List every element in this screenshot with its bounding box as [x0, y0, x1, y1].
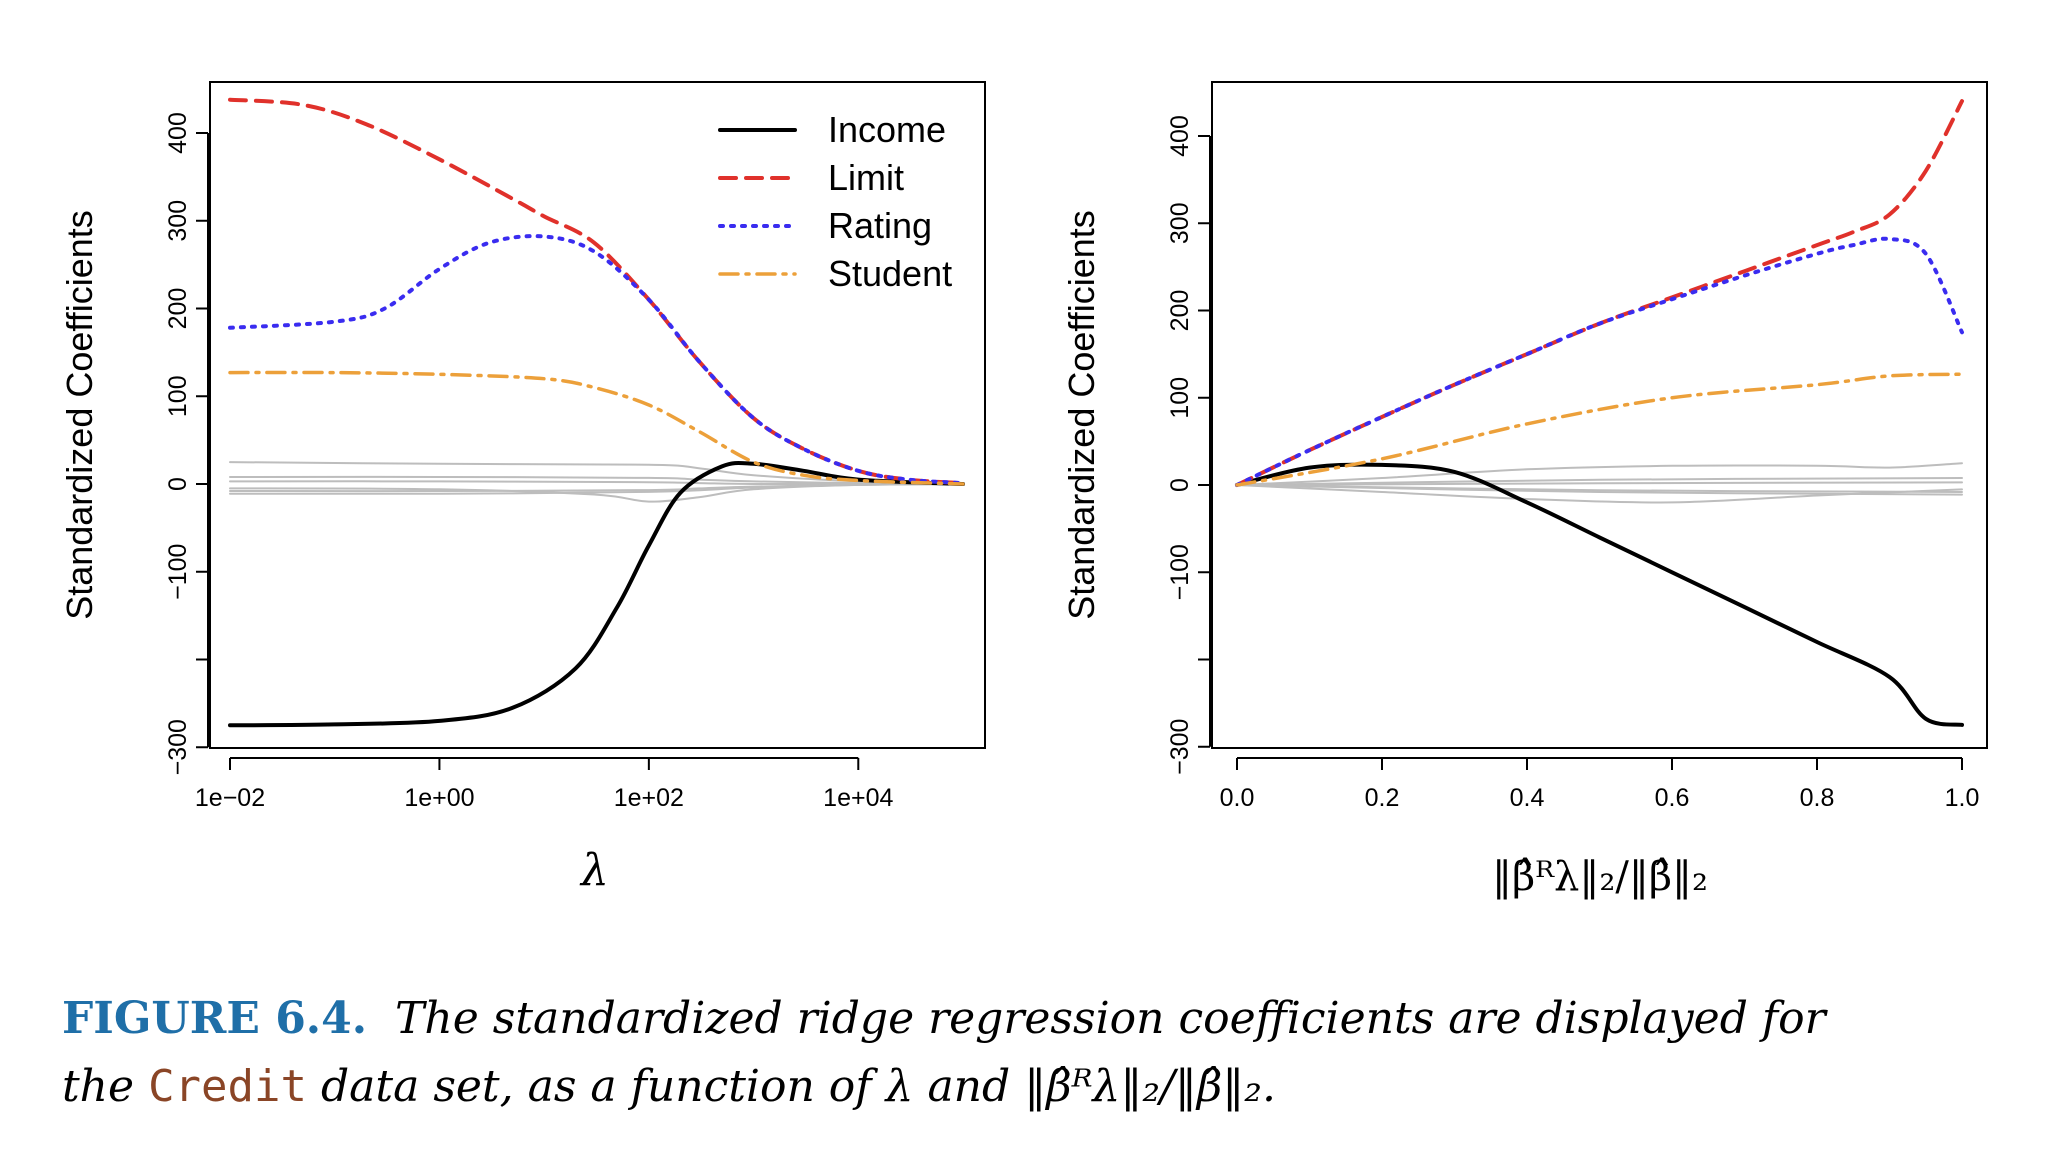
x-tick-label: 0.2: [1365, 784, 1400, 812]
caption-and: and: [927, 1061, 1011, 1112]
plot-frame-right: [1211, 81, 1988, 749]
x-axis-left: 1e−02 1e+00 1e+02 1e+04: [195, 757, 893, 812]
x-tick-label: 0.6: [1655, 784, 1690, 812]
x-axis-right: 0.0 0.2 0.4 0.6 0.8 1.0: [1220, 757, 1980, 812]
series-income-line: [1235, 462, 1964, 727]
legend-label-income: Income: [828, 109, 946, 150]
x-tick-label: 1e−02: [195, 784, 265, 812]
series-income-line: [228, 461, 965, 728]
y-tick-label: 300: [164, 200, 192, 242]
y-axis-label-right: Standardized Coefficients: [1061, 210, 1102, 620]
legend-label-student: Student: [828, 253, 952, 294]
series-other-line: [1236, 484, 1963, 496]
x-tick-label: 1e+00: [404, 784, 474, 812]
x-tick-label: 1e+04: [823, 784, 893, 812]
y-tick-label: −300: [164, 719, 192, 775]
y-axis-label-left: Standardized Coefficients: [59, 210, 100, 620]
series-student-line: [1235, 372, 1964, 487]
x-tick-label: 0.8: [1800, 784, 1835, 812]
plot-frame-left: [209, 81, 986, 749]
x-axis-label-left: λ: [579, 845, 609, 896]
x-tick-label: 0.4: [1510, 784, 1545, 812]
y-tick-label: 200: [1166, 290, 1194, 332]
y-tick-label: 400: [164, 112, 192, 154]
series-group-right: [1235, 99, 1964, 727]
y-tick-label: 200: [164, 288, 192, 330]
caption-lambda: λ: [885, 1061, 914, 1112]
x-tick-label: 1e+02: [614, 784, 684, 812]
legend-label-limit: Limit: [828, 157, 904, 198]
y-tick-label: 400: [1166, 115, 1194, 157]
y-tick-label: −300: [1166, 719, 1194, 775]
series-limit-line: [1235, 99, 1964, 487]
figure-caption: FIGURE 6.4. The standardized ridge regre…: [62, 985, 2042, 1121]
y-tick-label: −100: [1166, 544, 1194, 600]
caption-text-line1: The standardized ridge regression coeffi…: [395, 993, 1826, 1044]
y-tick-label: 100: [164, 375, 192, 417]
series-group-left: [228, 97, 965, 728]
panel-lambda: −300 −100 0 100 200 300 400 1e−02 1e+00 1e+02 1e+…: [59, 81, 986, 896]
caption-text-the: the: [62, 1061, 135, 1112]
y-tick-label: 0: [1166, 478, 1194, 492]
legend-label-rating: Rating: [828, 205, 932, 246]
caption-code-credit: Credit: [148, 1061, 308, 1112]
y-tick-label: 300: [1166, 202, 1194, 244]
y-axis-left: −300 −100 0 100 200 300 400: [164, 112, 209, 775]
y-tick-label: 100: [1166, 377, 1194, 419]
series-other-line: [1236, 462, 1963, 486]
caption-label: FIGURE 6.4.: [62, 993, 368, 1044]
series-limit-line: [228, 97, 965, 486]
x-tick-label: 1.0: [1945, 784, 1980, 812]
panel-norm-ratio: −300 −100 0 100 200 300 400 0.0 0.2 0.4 0.6 0.8 1.0…: [1061, 81, 1988, 900]
y-tick-label: −100: [164, 544, 192, 600]
y-tick-label: 0: [164, 477, 192, 491]
legend: Income Limit Rating Student: [718, 109, 952, 294]
series-other-line: [1236, 481, 1963, 486]
caption-text-line2: data set, as a function of: [321, 1061, 872, 1112]
series-rating-line: [228, 234, 965, 486]
caption-norm-expression: ‖β̂ᴿλ‖₂/‖β̂‖₂: [1024, 1061, 1262, 1112]
series-student-line: [228, 370, 965, 486]
series-rating-line: [1235, 236, 1964, 487]
x-tick-label: 0.0: [1220, 784, 1255, 812]
x-axis-label-right: ‖β̂ᴿλ‖₂/‖β̂‖₂: [1492, 854, 1708, 900]
caption-period: .: [1261, 1061, 1276, 1112]
series-other-line: [229, 483, 964, 495]
y-axis-right: −300 −100 0 100 200 300 400: [1166, 115, 1211, 775]
